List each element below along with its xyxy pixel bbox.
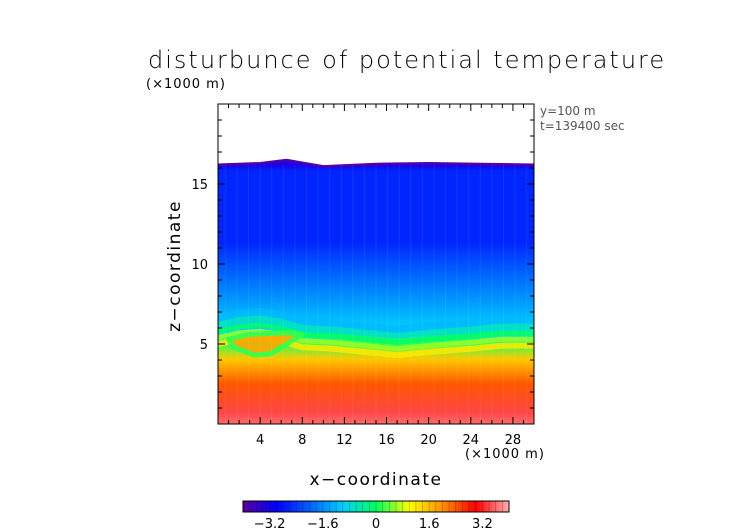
annotation-time: t=139400 sec [540,119,625,133]
y-tick-label: 10 [191,258,208,273]
field-area [218,160,534,424]
x-tick-label: 28 [505,433,522,448]
y-tick-label: 5 [200,338,208,353]
colorbar-tick-label: 0 [372,517,380,532]
colorbar: −3.2 −1.6 0 1.6 3.2 [242,500,510,532]
x-tick-label: 24 [463,433,480,448]
interface-line-1 [218,315,534,339]
x-tick-label: 16 [378,433,395,448]
x-tick-label: 8 [298,433,306,448]
colorbar-bar [242,500,510,513]
interface-line-3 [218,328,534,352]
colorbar-tick-label: −1.6 [307,517,339,532]
fold-feature [226,330,305,358]
field-layer [218,158,534,424]
annotation-y: y=100 m [540,104,596,118]
x-axis-label: x−coordinate [309,470,443,490]
top-boundary-line [218,158,534,168]
x-tick-label: 4 [256,433,264,448]
colorbar-tick-label: 3.2 [472,517,493,532]
z-unit-label: (×1000 m) [146,77,226,92]
y-tick-label: 15 [191,178,208,193]
x-tick-label: 12 [336,433,353,448]
x-unit-label: (×1000 m) [465,447,545,462]
chart-title: disturbunce of potential temperature [148,46,667,74]
interface-line-2 [218,322,534,345]
interface-line-0 [218,308,534,334]
x-tick-label: 20 [420,433,437,448]
colorbar-tick-label: −3.2 [254,517,286,532]
colorbar-tick-label: 1.6 [419,517,440,532]
axes-layer: 4 8 12 16 20 24 28 5 10 15 [191,103,535,448]
